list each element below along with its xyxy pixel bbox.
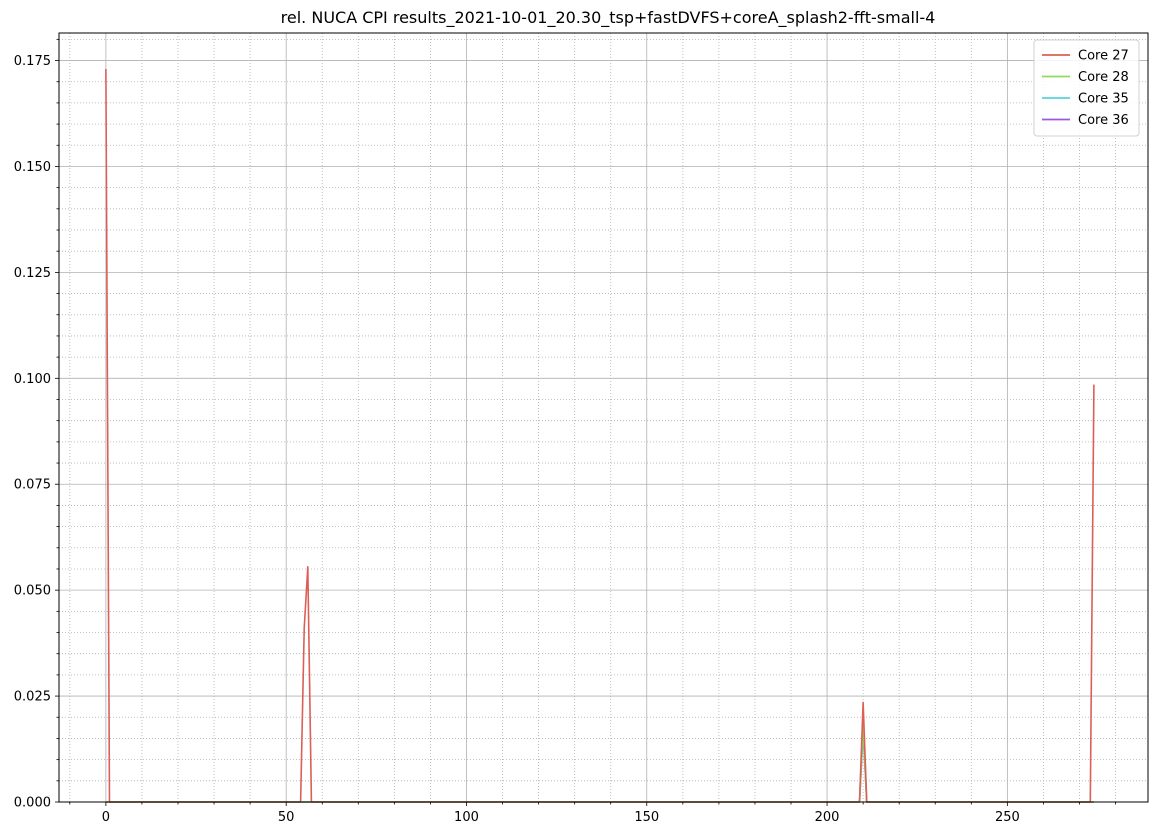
y-tick-label: 0.100 bbox=[14, 372, 51, 387]
legend-label: Core 36 bbox=[1078, 113, 1129, 128]
series-line bbox=[105, 724, 1094, 803]
x-axis: 0 50 100 150 200 250 bbox=[69, 802, 1116, 825]
major-grid bbox=[59, 33, 1148, 802]
legend-label: Core 28 bbox=[1078, 70, 1129, 85]
plot-frame bbox=[58, 32, 1149, 803]
series-line bbox=[105, 69, 1095, 803]
x-tick-label: 100 bbox=[454, 810, 479, 825]
x-tick-label: 50 bbox=[278, 810, 295, 825]
y-tick-label: 0.050 bbox=[14, 584, 51, 599]
x-tick-label: 200 bbox=[815, 810, 840, 825]
legend-box bbox=[1033, 39, 1140, 137]
minor-grid bbox=[59, 33, 1148, 802]
x-tick-label: 0 bbox=[102, 810, 110, 825]
x-tick-label: 150 bbox=[634, 810, 659, 825]
legend: Core 27 Core 28 Core 35 Core 36 bbox=[1033, 39, 1140, 137]
x-tick-label: 250 bbox=[995, 810, 1020, 825]
chart-title: rel. NUCA CPI results_2021-10-01_20.30_t… bbox=[281, 8, 936, 28]
y-tick-label: 0.025 bbox=[14, 690, 51, 705]
y-tick-label: 0.175 bbox=[14, 54, 51, 69]
legend-label: Core 27 bbox=[1078, 49, 1129, 64]
y-tick-label: 0.125 bbox=[14, 266, 51, 281]
y-axis: 0.000 0.025 0.050 0.075 0.100 0.125 0.150 0.175 bbox=[14, 38, 59, 811]
series-line bbox=[105, 731, 1094, 803]
series-line bbox=[105, 727, 1094, 803]
y-tick-label: 0.150 bbox=[14, 160, 51, 175]
y-tick-label: 0.075 bbox=[14, 478, 51, 493]
y-tick-label: 0.000 bbox=[14, 796, 51, 811]
series-layer bbox=[105, 69, 1095, 803]
legend-label: Core 35 bbox=[1078, 92, 1129, 107]
